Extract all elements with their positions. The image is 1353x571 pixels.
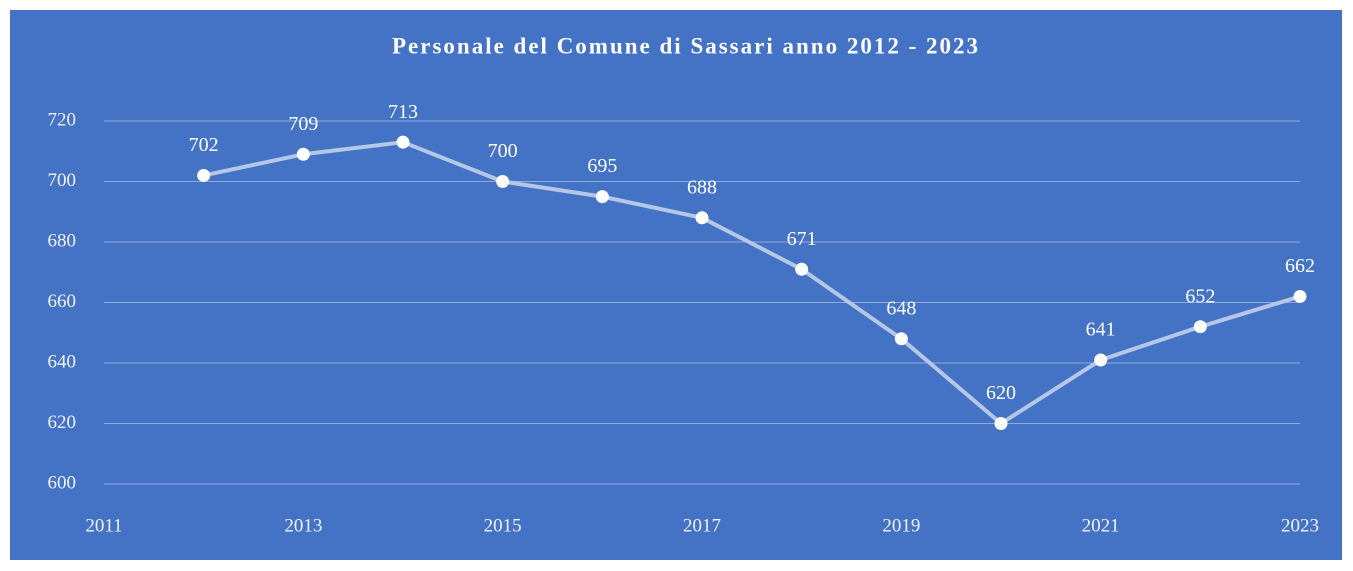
- marker: [894, 332, 908, 346]
- marker: [695, 211, 709, 225]
- y-tick-label: 600: [48, 472, 77, 493]
- y-tick-label: 680: [48, 230, 77, 251]
- data-label: 709: [288, 113, 318, 135]
- data-label: 648: [886, 297, 916, 319]
- data-label: 662: [1285, 255, 1315, 277]
- data-label: 695: [587, 155, 617, 177]
- x-tick-label: 2019: [882, 515, 920, 536]
- marker: [1293, 289, 1307, 303]
- marker: [795, 262, 809, 276]
- data-label: 713: [388, 101, 418, 123]
- data-label: 641: [1086, 319, 1116, 341]
- x-tick-label: 2013: [284, 515, 322, 536]
- y-tick-label: 700: [48, 170, 77, 191]
- y-tick-label: 640: [48, 351, 77, 372]
- x-tick-label: 2021: [1082, 515, 1120, 536]
- data-label: 700: [488, 140, 518, 162]
- line: [203, 140, 1301, 426]
- x-tick-label: 2015: [484, 515, 522, 536]
- data-label: 671: [787, 228, 817, 250]
- marker: [1094, 353, 1108, 367]
- x-tick-label: 2017: [683, 515, 721, 536]
- marker: [296, 147, 310, 161]
- marker: [595, 190, 609, 204]
- y-tick-label: 620: [48, 412, 77, 433]
- x-tick-label: 2023: [1281, 515, 1319, 536]
- marker: [396, 135, 410, 149]
- chart-background: [10, 10, 1342, 560]
- data-label: 652: [1185, 285, 1215, 307]
- y-tick-label: 720: [48, 109, 77, 130]
- data-label: 702: [189, 134, 219, 156]
- data-label: 688: [687, 176, 717, 198]
- x-tick-label: 2011: [85, 515, 122, 536]
- marker: [994, 417, 1008, 430]
- marker: [496, 175, 510, 188]
- marker: [197, 168, 211, 182]
- data-label: 620: [986, 382, 1016, 404]
- chart-title: Personale del Comune di Sassari anno 201…: [392, 33, 980, 58]
- y-tick-label: 660: [48, 291, 77, 312]
- marker: [1193, 320, 1207, 334]
